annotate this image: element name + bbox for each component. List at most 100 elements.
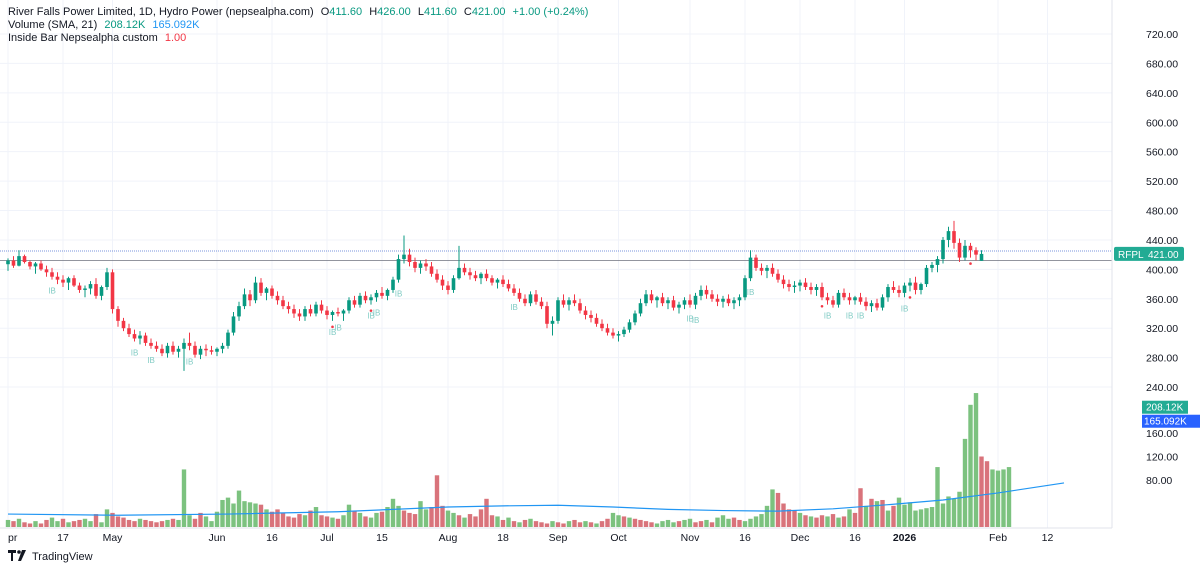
volume-bar: [11, 521, 16, 527]
candle-body: [193, 345, 197, 355]
volume-bar: [159, 521, 165, 527]
volume-bar: [610, 512, 616, 527]
volume-bar: [621, 516, 627, 527]
candle-body: [671, 300, 676, 308]
legend-ohlc-row[interactable]: River Falls Power Limited, 1D, Hydro Pow…: [8, 6, 588, 19]
candle-body: [688, 300, 692, 305]
volume-bar: [742, 521, 748, 527]
volume-bar: [737, 519, 742, 527]
volume-bar: [682, 519, 687, 527]
candle-body: [919, 284, 923, 290]
volume-bar: [363, 516, 368, 527]
volume-bar: [341, 515, 346, 527]
volume-bar: [489, 515, 495, 527]
candle-body: [732, 300, 736, 304]
inside-bar-label: IB: [131, 348, 139, 357]
price-tick-label: 320.00: [1146, 323, 1178, 335]
candle-body: [550, 320, 555, 324]
volume-bar: [385, 507, 390, 527]
candle-body: [858, 297, 863, 302]
volume-bar: [632, 518, 638, 527]
volume-bar: [550, 521, 555, 527]
candle-body: [83, 288, 87, 290]
candle-body: [594, 317, 599, 324]
candle-body: [462, 267, 467, 273]
open-label: O: [320, 6, 330, 18]
time-axis[interactable]: pr 17 May Jun 16 Jul 15 Aug 18 Sep Oct Nov 16 Dec 16 20…: [0, 0, 1113, 544]
volume-bar: [478, 509, 484, 527]
volume-bar: [929, 507, 935, 527]
candle-body: [572, 300, 577, 304]
candle-body: [765, 267, 769, 271]
candle-body: [66, 278, 71, 283]
candle-body: [539, 301, 544, 307]
volume-bar: [297, 514, 302, 527]
candle-body: [17, 256, 21, 266]
candle-body: [633, 313, 637, 323]
candle-body: [99, 287, 104, 296]
volume-bar: [566, 521, 572, 527]
volume-bar: [671, 522, 676, 527]
candle-body: [699, 289, 703, 296]
candle-body: [110, 272, 115, 310]
volume-bar: [176, 519, 181, 527]
chart-grid: [0, 0, 1112, 528]
price-axis[interactable]: 720.00 680.00 640.00 600.00 560.00 520.00 480.…: [1114, 29, 1200, 487]
candle-body: [666, 300, 670, 304]
tradingview-logo-icon: [8, 550, 28, 564]
volume-bar: [533, 521, 539, 527]
candle-body: [385, 289, 390, 296]
volume-bar: [324, 516, 330, 527]
volume-bar: [368, 517, 374, 527]
volume-bar: [539, 522, 544, 527]
candle-body: [693, 295, 698, 305]
legend-volume-row[interactable]: Volume (SMA, 21) 208.12K 165.092K: [8, 19, 588, 32]
candle-body: [506, 284, 511, 289]
candle-body: [853, 297, 857, 301]
tradingview-watermark[interactable]: TradingView: [8, 550, 93, 564]
volume-bar: [896, 497, 902, 527]
volume-bar: [198, 512, 203, 527]
candle-body: [275, 295, 280, 301]
price-tick-label: 560.00: [1146, 147, 1178, 159]
candle-body: [105, 272, 109, 288]
volume-bar: [154, 522, 159, 527]
candle-body: [776, 273, 780, 280]
volume-bar: [885, 510, 891, 527]
volume-bar: [918, 509, 924, 527]
price-tick-label: 600.00: [1146, 117, 1178, 129]
candle-body: [292, 309, 296, 314]
legend-insidebar-row[interactable]: Inside Bar Nepsealpha custom 1.00: [8, 32, 588, 45]
candle-body: [787, 284, 791, 288]
time-tick-label: 18: [497, 532, 509, 544]
volume-bar: [110, 512, 115, 527]
candle-body: [809, 287, 813, 290]
volume-bar: [858, 488, 863, 527]
volume-bar: [946, 496, 951, 527]
candle-body: [231, 316, 236, 333]
low-value: 411.60: [423, 6, 457, 18]
candle-body: [864, 301, 868, 307]
volume-bar: [132, 521, 137, 527]
volume-bar: [357, 512, 363, 527]
signal-dot: [908, 296, 912, 299]
volume-bar: [192, 518, 198, 527]
candle-body: [616, 334, 621, 336]
volume-bar: [797, 512, 803, 527]
candle-body: [655, 297, 659, 301]
candle-body: [583, 310, 588, 315]
volume-bar: [429, 507, 434, 527]
candle-body: [875, 303, 879, 308]
candle-body: [154, 345, 159, 349]
volume-bar: [148, 521, 154, 527]
volume-bar: [231, 503, 236, 527]
symbol-label: RFPL: [1118, 250, 1144, 261]
volume-bars: [5, 393, 1012, 527]
candle-body: [930, 264, 934, 268]
inside-bar-label: IB: [510, 303, 518, 312]
volume-bar: [726, 518, 731, 527]
inside-bar-label: IB: [901, 304, 909, 313]
volume-bar: [16, 518, 22, 527]
candle-body: [974, 250, 978, 255]
